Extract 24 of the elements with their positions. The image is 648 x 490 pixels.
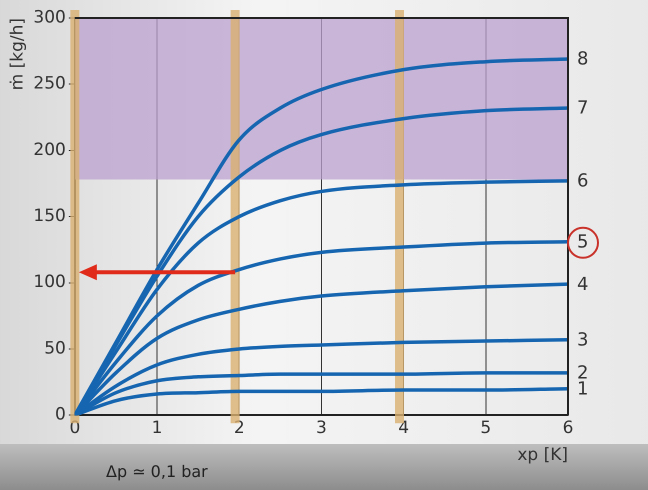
x-tick-label: 3 <box>316 418 327 438</box>
series-label: 8 <box>577 48 588 70</box>
y-tick-label: 200 <box>33 140 66 160</box>
y-tick-label: 300 <box>33 7 66 28</box>
x-tick-label: 0 <box>69 418 80 438</box>
y-tick-label: 0 <box>55 404 66 425</box>
y-axis-title: ṁ [kg/h] <box>8 18 28 90</box>
series-label: 5 <box>577 231 588 252</box>
y-tick-label: 100 <box>33 272 66 292</box>
series-label: 1 <box>577 378 588 400</box>
x-tick-label: 2 <box>234 418 245 438</box>
x-tick-label: 5 <box>480 418 492 438</box>
series-label: 7 <box>577 98 588 119</box>
y-tick-label: 250 <box>33 74 66 94</box>
text: Δp ≃ 0,1 bar <box>106 462 208 481</box>
y-tick-label: 50 <box>44 338 66 358</box>
x-tick-label: 1 <box>152 418 162 438</box>
series-label: 3 <box>577 329 588 350</box>
x-tick-label: 6 <box>562 418 574 438</box>
x-axis-title: xp [K] <box>517 445 568 466</box>
series-label: 6 <box>577 170 588 192</box>
y-tick-label: 150 <box>33 206 66 226</box>
series-label: 4 <box>577 274 588 295</box>
x-tick-label: 4 <box>398 418 410 438</box>
